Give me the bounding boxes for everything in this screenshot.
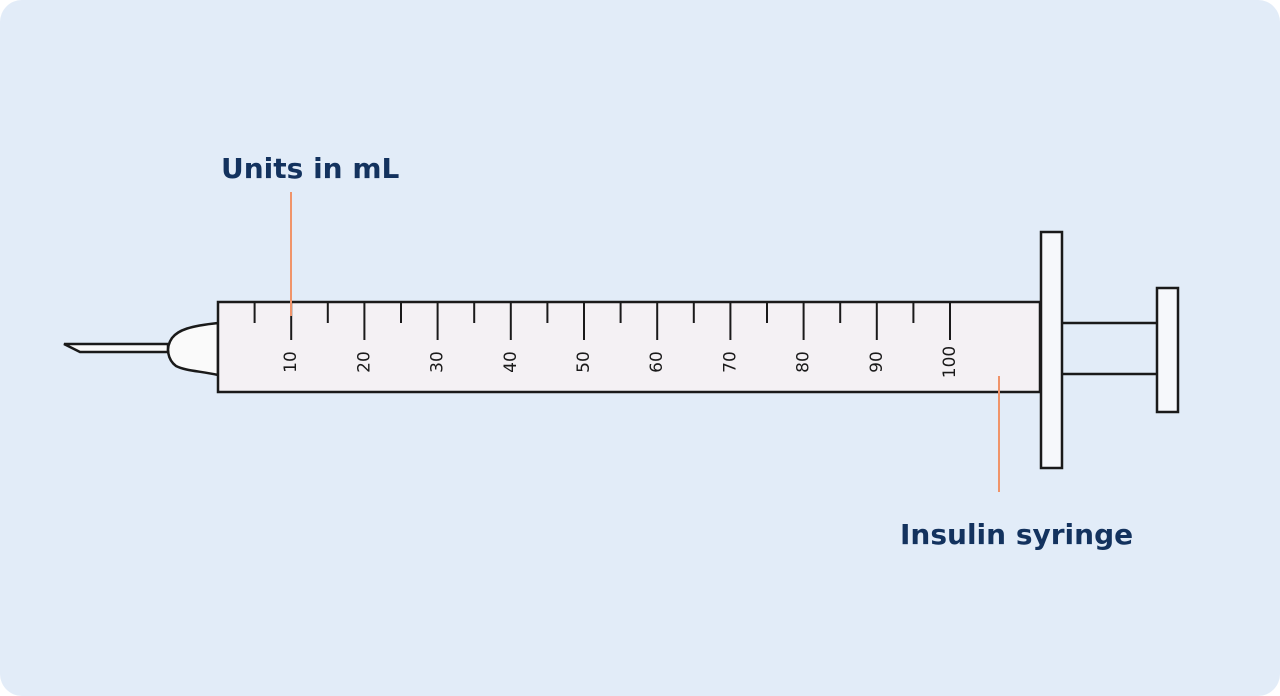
scale-label: 10 (281, 351, 301, 373)
scale-label: 20 (354, 351, 374, 373)
plunger-thumb (1155, 286, 1180, 414)
callout-label: Units in mL (221, 152, 400, 185)
scale: 10 20 30 40 50 60 70 80 90 100 (253, 302, 960, 378)
scale-label: 30 (428, 351, 448, 373)
scale-label: 100 (940, 346, 960, 378)
flange (1039, 230, 1064, 470)
scale-label: 40 (501, 351, 521, 373)
scale-label: 90 (867, 351, 887, 373)
callout-label: Insulin syringe (900, 518, 1133, 551)
scale-label: 80 (794, 351, 814, 373)
needle-hub (166, 321, 220, 377)
scale-label: 60 (647, 351, 667, 373)
scale-label: 50 (574, 351, 594, 373)
scale-label: 70 (720, 351, 740, 373)
needle (63, 342, 170, 354)
barrel (216, 300, 1042, 394)
